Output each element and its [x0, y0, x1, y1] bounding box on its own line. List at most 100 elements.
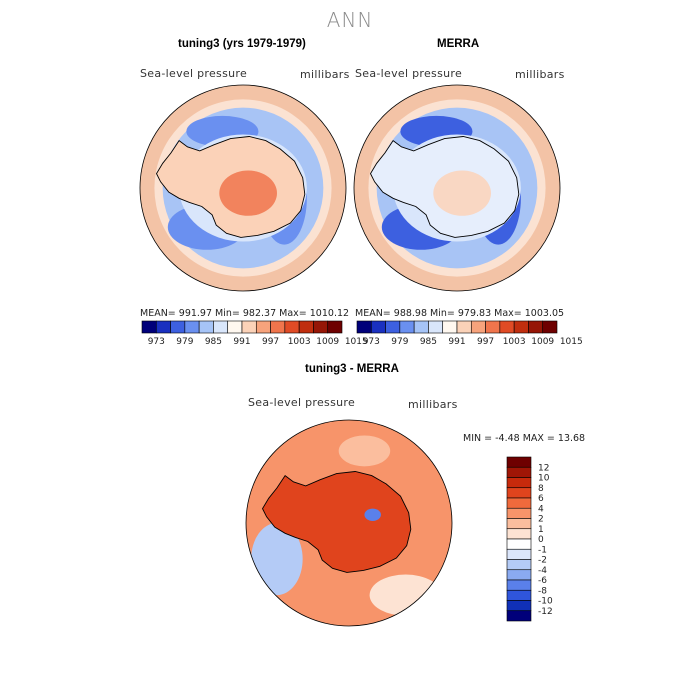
continent-high-field	[219, 170, 277, 216]
colorbar-cell	[385, 320, 401, 334]
colorbar-cell	[499, 320, 515, 334]
colorbar-cell	[327, 320, 343, 334]
colorbar-panel-1: 973 979 985 991 997 1003 1009 1015	[141, 320, 368, 347]
colorbar-cell	[506, 477, 532, 489]
colorbar-cell	[413, 320, 429, 334]
colorbar-cell	[227, 320, 243, 334]
colorbar-tick-label: 4	[538, 504, 544, 514]
colorbar-tick-label: 0	[538, 535, 544, 545]
colorbar-cell	[506, 456, 532, 468]
colorbar-tick-label: 1015	[560, 337, 583, 347]
colorbar-cell	[356, 320, 372, 334]
negative-anomaly-area	[251, 523, 303, 596]
colorbar-tick-label: 10	[538, 474, 550, 484]
colorbar-tick-label: -2	[538, 556, 547, 566]
colorbar-tick-label: 1015	[345, 337, 368, 347]
colorbar-cell	[528, 320, 544, 334]
colorbar-tick-label: 1003	[288, 337, 311, 347]
panel2-stats: MEAN= 988.98 Min= 979.83 Max= 1003.05	[355, 308, 565, 319]
colorbar-cell	[506, 559, 532, 571]
figure-title: ANN	[326, 8, 374, 32]
panel3-title: tuning3 - MERRA	[305, 363, 399, 375]
colorbar-cell	[198, 320, 214, 334]
colorbar-cell	[141, 320, 157, 334]
colorbar-cell	[399, 320, 415, 334]
continent-high-field	[433, 170, 491, 216]
colorbar-tick-label: 1003	[503, 337, 526, 347]
colorbar-tick-label: 979	[176, 337, 193, 347]
colorbar-cell	[298, 320, 314, 334]
colorbar-cell	[313, 320, 329, 334]
colorbar-tick-label: -12	[538, 607, 553, 617]
colorbar-cell	[270, 320, 286, 334]
colorbar-tick-label: 979	[391, 337, 408, 347]
panel1-title: tuning3 (yrs 1979-1979)	[178, 38, 306, 50]
colorbar-cell	[506, 569, 532, 581]
colorbar-cell	[370, 320, 386, 334]
colorbar-tick-label: 2	[538, 515, 544, 525]
colorbar-cell	[155, 320, 171, 334]
colorbar-cell	[506, 610, 532, 622]
panel1-variable-label: Sea-level pressure	[140, 67, 248, 80]
colorbar-tick-label: 997	[262, 337, 279, 347]
colorbar-cell	[506, 466, 532, 478]
panel3-stats: MIN = -4.48 MAX = 13.68	[463, 433, 586, 444]
panel3-units-label: millibars	[408, 398, 458, 411]
map-border	[139, 84, 347, 292]
colorbar-cell	[456, 320, 472, 334]
colorbar-cell	[485, 320, 501, 334]
colorbar-tick-label: 991	[233, 337, 250, 347]
colorbar-tick-label: 985	[420, 337, 437, 347]
colorbar-cell	[506, 538, 532, 550]
colorbar-cell	[542, 320, 558, 334]
colorbar-tick-label: 991	[448, 337, 465, 347]
colorbar-cell	[506, 518, 532, 530]
negative-anomaly-spot	[364, 508, 381, 521]
colorbar-cell	[428, 320, 444, 334]
coastline	[369, 136, 520, 238]
panel2-units-label: millibars	[515, 68, 565, 81]
coastline	[155, 136, 306, 238]
coastline	[261, 471, 412, 573]
colorbar-tick-label: -4	[538, 566, 547, 576]
colorbar-cell	[255, 320, 271, 334]
colorbar-tick-label: 985	[205, 337, 222, 347]
colorbar-cell	[506, 487, 532, 499]
colorbar-cell	[513, 320, 529, 334]
colorbar-cell	[506, 507, 532, 519]
colorbar-cell	[506, 497, 532, 509]
colorbar-cell	[284, 320, 300, 334]
colorbar-tick-label: -10	[538, 597, 553, 607]
colorbar-cell	[506, 589, 532, 601]
colorbar-cell	[213, 320, 229, 334]
colorbar-tick-label: 6	[538, 494, 544, 504]
continent-anomaly-field	[262, 471, 411, 573]
weak-anomaly-area	[369, 574, 442, 616]
map-border	[245, 419, 453, 627]
colorbar-panel-2: 973 979 985 991 997 1003 1009 1015	[356, 320, 583, 347]
map-panel-3	[245, 419, 453, 627]
colorbar-cell	[470, 320, 486, 334]
panel2-title: MERRA	[437, 38, 480, 50]
colorbar-tick-label: 1	[538, 525, 544, 535]
panel1-units-label: millibars	[300, 68, 350, 81]
map-panel-2	[353, 84, 561, 292]
colorbar-tick-label: 8	[538, 484, 544, 494]
map-panel-1	[139, 84, 347, 292]
map-border	[353, 84, 561, 292]
colorbar-tick-label: -1	[538, 545, 547, 555]
colorbar-tick-label: 12	[538, 463, 549, 473]
colorbar-tick-label: 1009	[316, 337, 339, 347]
colorbar-cell	[506, 600, 532, 612]
colorbar-cell	[506, 548, 532, 560]
colorbar-tick-label: 1009	[531, 337, 554, 347]
panel1-stats: MEAN= 991.97 Min= 982.37 Max= 1010.12	[140, 308, 350, 319]
colorbar-cell	[442, 320, 458, 334]
weak-anomaly-area	[338, 435, 391, 467]
colorbar-cell	[184, 320, 200, 334]
panel2-variable-label: Sea-level pressure	[355, 67, 463, 80]
colorbar-cell	[506, 579, 532, 591]
colorbar-tick-label: 973	[363, 337, 380, 347]
panel3-variable-label: Sea-level pressure	[248, 396, 356, 409]
